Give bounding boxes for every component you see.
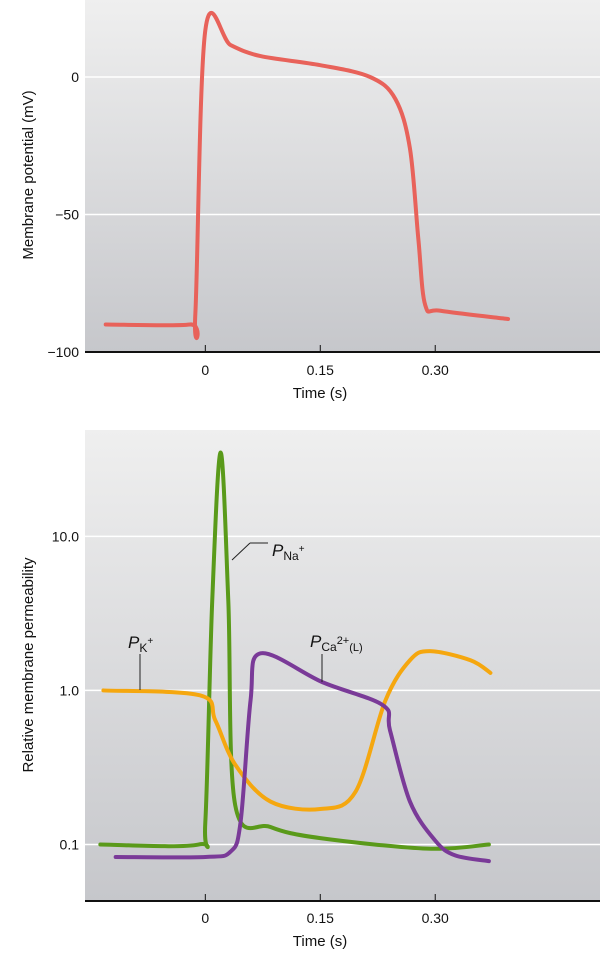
y-tick-label: −100 [47, 344, 79, 360]
plot-area [85, 0, 600, 352]
y-tick-label: −50 [55, 207, 79, 223]
permeability-chart: 10.0 1.0 0.1 0 0.15 0.30 PNa+ PK+ PCa2+(L) Ti… [20, 430, 600, 950]
series-label-pk: PK+ [128, 633, 153, 655]
x-tick-label: 0 [201, 910, 209, 926]
x-tick-label: 0 [201, 362, 209, 378]
series-label-pna: PNa+ [272, 541, 305, 563]
series-line-0 [98, 450, 491, 851]
y-tick-label: 0.1 [60, 837, 80, 853]
x-axis-label: Time (s) [293, 933, 347, 950]
series-line-0 [103, 10, 511, 341]
x-tick-label: 0.15 [307, 910, 334, 926]
series-line-2 [113, 651, 491, 864]
y-tick-label: 10.0 [52, 528, 79, 544]
x-tick-label: 0.30 [422, 362, 449, 378]
series-label-pca: PCa2+(L) [310, 632, 363, 654]
x-tick-label: 0.15 [307, 362, 334, 378]
y-tick-label: 0 [71, 69, 79, 85]
y-axis-label: Relative membrane permeability [20, 557, 37, 773]
pna-leader [231, 542, 251, 561]
plot-area [85, 430, 600, 901]
x-tick-label: 0.30 [422, 910, 449, 926]
x-axis-label: Time (s) [293, 385, 347, 402]
series-line-1 [101, 649, 493, 812]
membrane-potential-chart: 0 −50 −100 0 0.15 0.30 Time (s) Membrane pote… [20, 0, 600, 402]
y-axis-label: Membrane potential (mV) [20, 90, 37, 259]
y-tick-label: 1.0 [60, 682, 80, 698]
